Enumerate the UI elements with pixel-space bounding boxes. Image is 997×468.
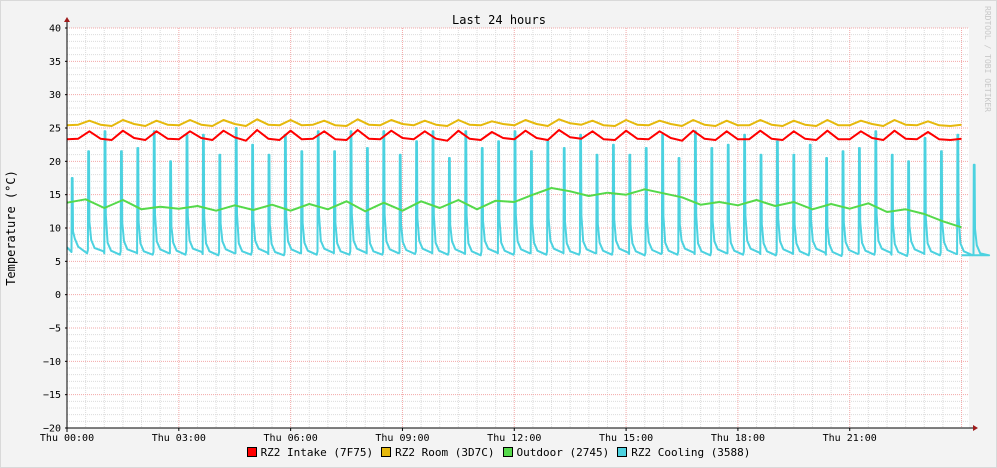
legend-swatch (381, 447, 392, 457)
y-tick-label: 0 (55, 290, 61, 301)
y-tick-label: −20 (43, 424, 61, 435)
x-tick-label: Thu 00:00 (40, 433, 94, 444)
y-tick-label: 30 (49, 90, 61, 101)
series-layer (66, 118, 991, 257)
x-tick-label: Thu 15:00 (599, 433, 653, 444)
legend-label: RZ2 Cooling (3588) (631, 446, 751, 459)
series-line-rz2-cooling-3588 (66, 127, 991, 257)
legend-swatch (617, 447, 628, 457)
legend-label: RZ2 Intake (7F75) (260, 446, 374, 459)
x-tick-label: Thu 06:00 (264, 433, 318, 444)
legend-swatch (502, 447, 513, 457)
x-tick-label: Thu 12:00 (487, 433, 541, 444)
watermark: RRDTOOL / TOBI OETIKER (983, 6, 992, 112)
x-tick-label: Thu 03:00 (152, 433, 206, 444)
label-layer: Last 24 hours Temperature (°C) RRDTOOL /… (4, 6, 992, 286)
legend-swatch (246, 447, 257, 457)
legend-label: Outdoor (2745) (516, 446, 610, 459)
series-line-rz2-intake-7f75 (66, 129, 962, 142)
series-line-outdoor-2745 (66, 187, 962, 229)
series-line-rz2-room-3d7c (66, 118, 962, 127)
legend-item: RZ2 Room (3D7C) (381, 446, 495, 459)
y-tick-label: 35 (49, 57, 61, 68)
legend-item: Outdoor (2745) (502, 446, 610, 459)
x-tick-label: Thu 18:00 (711, 433, 765, 444)
y-tick-label: 40 (49, 24, 61, 35)
x-tick-label: Thu 21:00 (823, 433, 877, 444)
x-tick-label: Thu 09:00 (375, 433, 429, 444)
y-tick-label: −10 (43, 357, 61, 368)
y-tick-label: 15 (49, 190, 61, 201)
y-axis-label: Temperature (°C) (4, 170, 18, 286)
legend-item: RZ2 Cooling (3588) (617, 446, 750, 459)
legend: RZ2 Intake (7F75) RZ2 Room (3D7C) Outdoor … (0, 446, 997, 459)
chart-title: Last 24 hours (452, 13, 546, 27)
y-axis-arrow-icon (64, 17, 70, 22)
y-tick-label: 5 (55, 257, 61, 268)
y-tick-label: −15 (43, 390, 61, 401)
y-tick-label: 10 (49, 224, 61, 235)
y-tick-label: 20 (49, 157, 61, 168)
y-tick-label: 25 (49, 124, 61, 135)
y-tick-label: −5 (49, 324, 61, 335)
legend-label: RZ2 Room (3D7C) (395, 446, 495, 459)
x-axis-arrow-icon (973, 425, 978, 431)
legend-item: RZ2 Intake (7F75) (246, 446, 374, 459)
